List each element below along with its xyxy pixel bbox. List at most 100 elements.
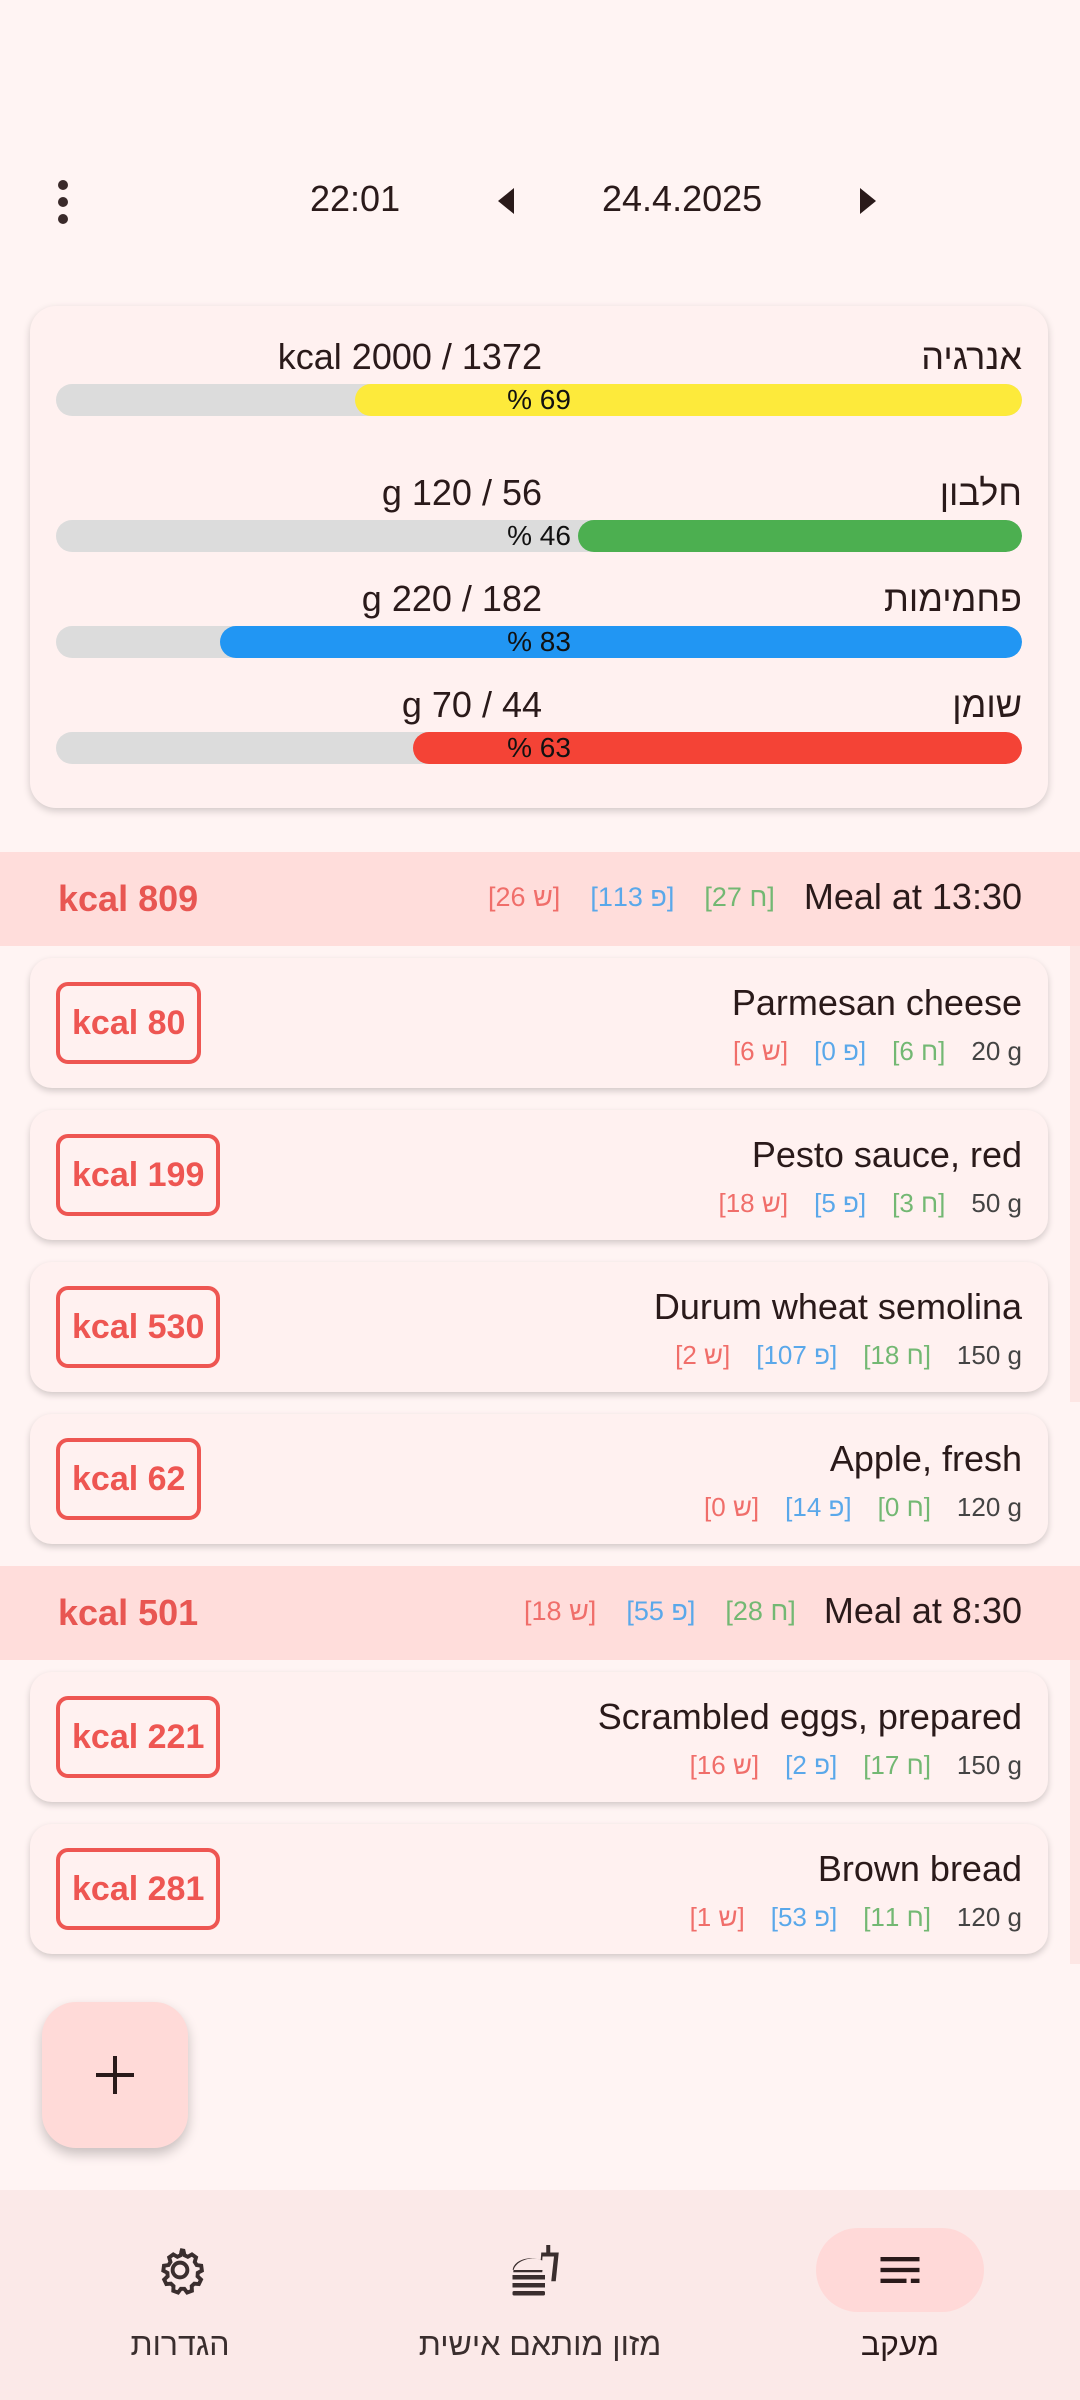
metric-percent: 83 % [507,626,571,657]
meal-macros: [ש 26] [פ 113] [ח 27] [488,882,775,913]
food-carbs: [פ 14] [785,1492,852,1522]
progress-track [56,732,1022,764]
scroll-indicator [1070,946,1080,1402]
food-name: Apple, fresh [829,1438,1022,1479]
food-name: Durum wheat semolina [653,1286,1022,1327]
food-name: Brown bread [817,1848,1022,1889]
food-name: Pesto sauce, red [751,1134,1022,1175]
food-grams: 150 g [956,1750,1022,1780]
food-fat: [ש 0] [704,1492,760,1522]
scroll-indicator [1070,1660,1080,1964]
list-icon-wrap [816,2228,984,2312]
nav-settings-label: הגדרות [130,2326,230,2362]
progress-fill [413,732,1022,764]
food-protein: [ח 0] [877,1492,931,1522]
add-food-button[interactable] [42,2002,188,2148]
meal-carbs: [פ 55] [626,1596,696,1626]
meal-carbs: [פ 113] [590,882,675,912]
metric-value: 1372 / 2000 kcal [277,336,542,377]
food-protein: [ח 6] [892,1036,946,1066]
metric-percent: 69 % [507,384,571,415]
metric-value: 44 / 70 g [401,684,542,725]
meal-title: Meal at 13:30 [803,876,1022,917]
food-carbs: [פ 2] [785,1750,838,1780]
meal-protein: [ח 28] [725,1596,796,1626]
food-macros: [ש 18] [פ 5] [ח 3] 50 g [692,1188,1022,1219]
metric-name: חלבון [939,472,1022,513]
food-kcal-badge: kcal 281 [56,1848,221,1930]
food-grams: 20 g [971,1036,1022,1066]
food-carbs: [פ 107] [756,1340,838,1370]
progress-fill [355,384,1022,416]
food-protein: [ח 11] [863,1902,931,1932]
food-item[interactable]: kcal 62 Apple, fresh [ש 0] [פ 14] [ח 0] 120… [30,1414,1048,1544]
food-macros: [ש 6] [פ 0] [ח 6] 20 g [707,1036,1022,1067]
meal-fat: [ש 26] [488,882,561,912]
food-name: Scrambled eggs, prepared [597,1696,1022,1737]
nav-settings[interactable]: הגדרות [30,2228,330,2363]
metric-percent: 46 % [507,520,571,551]
food-kcal-badge: kcal 530 [56,1286,221,1368]
nav-personal-food[interactable]: מזון מותאם אישית [390,2228,690,2363]
arrow-left-icon[interactable] [498,188,514,214]
arrow-right-icon[interactable] [860,188,876,214]
meal-fat: [ש 18] [524,1596,597,1626]
food-carbs: [פ 5] [814,1188,867,1218]
food-fat: [ש 6] [732,1036,789,1066]
progress-track [56,626,1022,658]
food-grams: 120 g [956,1492,1022,1522]
nav-tracking[interactable]: מעקב [750,2228,1050,2363]
more-vert-icon[interactable] [44,176,82,228]
food-fat: [ש 1] [689,1902,745,1932]
food-name: Parmesan cheese [731,982,1022,1023]
food-macros: [ש 2] [פ 107] [ח 18] 150 g [649,1340,1022,1371]
fastfood-icon-wrap [456,2228,624,2312]
meal-title: Meal at 8:30 [823,1590,1022,1631]
nav-tracking-label: מעקב [860,2326,940,2362]
food-fat: [ש 18] [718,1188,789,1218]
progress-track [56,520,1022,552]
metric-percent: 63 % [507,732,571,763]
food-macros: [ש 16] [פ 2] [ח 17] 150 g [664,1750,1022,1781]
food-grams: 120 g [956,1902,1022,1932]
food-item[interactable]: kcal 221 Scrambled eggs, prepared [ש 16]… [30,1672,1048,1802]
food-grams: 50 g [971,1188,1022,1218]
food-kcal-badge: kcal 80 [56,982,202,1064]
food-kcal-badge: kcal 221 [56,1696,221,1778]
meal-header[interactable]: kcal 501 [ש 18] [פ 55] [ח 28] Meal at 8:… [0,1566,1080,1660]
meal-macros: [ש 18] [פ 55] [ח 28] [524,1596,796,1627]
food-protein: [ח 17] [863,1750,931,1780]
bottom-navigation: הגדרות מזון מותאם אישית מעקב [0,2190,1080,2400]
food-fat: [ש 2] [675,1340,731,1370]
gear-icon [161,2248,204,2295]
food-item[interactable]: kcal 530 Durum wheat semolina [ש 2] [פ 10… [30,1262,1048,1392]
food-grams: 150 g [956,1340,1022,1370]
food-protein: [ח 18] [863,1340,931,1370]
progress-fill [220,626,1022,658]
food-carbs: [פ 53] [770,1902,838,1932]
metric-name: אנרגיה [921,336,1022,377]
meal-kcal: kcal 809 [58,878,199,919]
metric-value: 56 / 120 g [381,472,542,513]
food-protein: [ח 3] [892,1188,946,1218]
nutrition-summary-card: אנרגיה 1372 / 2000 kcal 69 % חלבון 56 / … [30,306,1048,808]
meal-protein: [ח 27] [704,882,775,912]
current-date[interactable]: 24.4.2025 [602,178,763,219]
food-item[interactable]: kcal 80 Parmesan cheese [ש 6] [פ 0] [ח 6] 2… [30,958,1048,1088]
food-macros: [ש 0] [פ 14] [ח 0] 120 g [678,1492,1022,1523]
food-kcal-badge: kcal 62 [56,1438,202,1520]
nav-personal-food-label: מזון מותאם אישית [418,2326,662,2362]
list-icon [880,2257,920,2283]
food-fat: [ש 16] [689,1750,760,1780]
fastfood-icon [512,2245,559,2296]
food-carbs: [פ 0] [814,1036,867,1066]
food-macros: [ש 1] [פ 53] [ח 11] 120 g [664,1902,1022,1933]
food-item[interactable]: kcal 281 Brown bread [ש 1] [פ 53] [ח 11] 12… [30,1824,1048,1954]
gear-icon-wrap [96,2228,264,2312]
progress-fill [577,520,1022,552]
meal-header[interactable]: kcal 809 [ש 26] [פ 113] [ח 27] Meal at 1… [0,852,1080,946]
food-item[interactable]: kcal 199 Pesto sauce, red [ש 18] [פ 5] [ח … [30,1110,1048,1240]
current-time: 22:01 [310,178,401,219]
meal-kcal: kcal 501 [58,1592,199,1633]
progress-track [56,384,1022,416]
